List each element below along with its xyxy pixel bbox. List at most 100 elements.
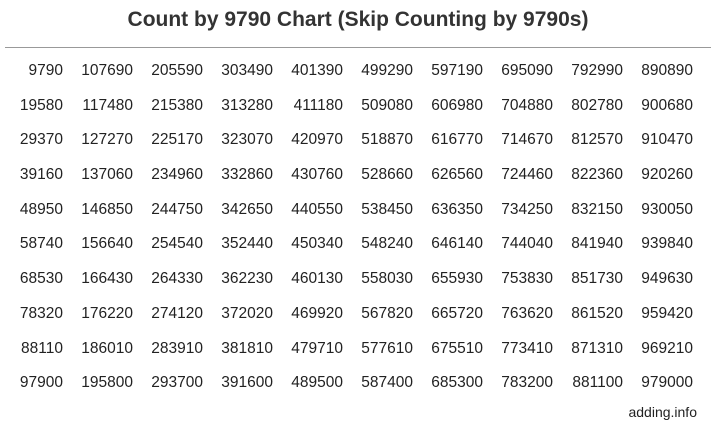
table-cell: 420970: [291, 131, 343, 149]
table-cell: 646140: [431, 235, 483, 253]
table-cell: 352440: [221, 235, 273, 253]
table-cell: 401390: [291, 62, 343, 79]
table-cell: 822360: [571, 166, 623, 184]
table-cell: 812570: [571, 131, 623, 149]
table-cell: 29370: [19, 131, 63, 149]
number-grid: 9790 107690 205590 303490 401390 499290 597190…: [0, 62, 716, 409]
table-row: 58740 156640 254540 352440 450340 548240 64614…: [0, 235, 716, 270]
table-cell: 293700: [151, 374, 203, 392]
table-cell: 499290: [361, 62, 413, 79]
table-cell: 538450: [361, 200, 413, 218]
table-cell: 979000: [641, 374, 693, 392]
table-cell: 479710: [291, 339, 343, 357]
table-cell: 763620: [501, 304, 553, 322]
table-cell: 704880: [501, 96, 553, 114]
table-cell: 841940: [571, 235, 623, 253]
table-cell: 176220: [81, 304, 133, 322]
table-cell: 117480: [82, 96, 133, 114]
table-cell: 597190: [431, 62, 483, 79]
title-divider: [5, 47, 711, 48]
table-cell: 949630: [641, 270, 693, 288]
table-cell: 48950: [19, 200, 63, 218]
table-cell: 675510: [431, 339, 483, 357]
table-cell: 910470: [641, 131, 693, 149]
table-cell: 851730: [571, 270, 623, 288]
table-cell: 283910: [151, 339, 203, 357]
table-cell: 783200: [501, 374, 553, 392]
table-cell: 861520: [571, 304, 623, 322]
table-cell: 969210: [641, 339, 693, 357]
site-credit: adding.info: [628, 404, 697, 420]
table-cell: 234960: [151, 166, 203, 184]
table-cell: 792990: [571, 62, 623, 79]
table-row: 97900 195800 293700 391600 489500 587400 68530…: [0, 374, 716, 409]
table-cell: 166430: [81, 270, 133, 288]
table-cell: 567820: [361, 304, 413, 322]
table-cell: 900680: [641, 96, 693, 114]
table-cell: 920260: [641, 166, 693, 184]
table-cell: 509080: [361, 96, 413, 114]
table-cell: 469920: [291, 304, 343, 322]
table-cell: 332860: [221, 166, 273, 184]
table-cell: 528660: [361, 166, 413, 184]
table-cell: 881100: [572, 374, 623, 392]
table-cell: 665720: [431, 304, 483, 322]
table-cell: 714670: [501, 131, 553, 149]
table-cell: 88110: [21, 339, 63, 357]
table-cell: 303490: [221, 62, 273, 79]
table-cell: 959420: [641, 304, 693, 322]
table-cell: 9790: [28, 62, 63, 79]
table-cell: 548240: [361, 235, 413, 253]
table-cell: 195800: [81, 374, 133, 392]
table-cell: 724460: [501, 166, 553, 184]
table-row: 39160 137060 234960 332860 430760 528660 62656…: [0, 166, 716, 201]
table-cell: 186010: [81, 339, 133, 357]
table-cell: 264330: [151, 270, 203, 288]
table-cell: 225170: [151, 131, 203, 149]
table-cell: 832150: [571, 200, 623, 218]
table-cell: 274120: [151, 304, 203, 322]
table-row: 68530 166430 264330 362230 460130 558030 65593…: [0, 270, 716, 305]
table-cell: 137060: [81, 166, 133, 184]
table-row: 78320 176220 274120 372020 469920 567820 66572…: [0, 305, 716, 340]
table-cell: 636350: [431, 200, 483, 218]
table-cell: 460130: [291, 270, 343, 288]
table-cell: 372020: [221, 304, 273, 322]
table-cell: 753830: [501, 270, 553, 288]
table-cell: 616770: [431, 131, 483, 149]
table-cell: 655930: [431, 270, 483, 288]
table-cell: 411180: [293, 96, 343, 114]
table-cell: 362230: [221, 270, 273, 288]
table-cell: 381810: [221, 339, 273, 357]
table-cell: 430760: [291, 166, 343, 184]
table-row: 88110 186010 283910 381810 479710 577610 67551…: [0, 340, 716, 375]
table-cell: 205590: [151, 62, 203, 79]
table-row: 29370 127270 225170 323070 420970 518870 61677…: [0, 131, 716, 166]
table-cell: 890890: [641, 62, 693, 79]
table-cell: 685300: [431, 374, 483, 392]
table-cell: 78320: [19, 304, 63, 322]
table-cell: 107690: [81, 62, 133, 79]
table-row: 19580 117480 215380 313280 411180 509080 60698…: [0, 97, 716, 132]
table-cell: 97900: [19, 374, 63, 392]
table-cell: 773410: [501, 339, 553, 357]
table-cell: 577610: [361, 339, 413, 357]
table-cell: 802780: [571, 96, 623, 114]
table-cell: 587400: [361, 374, 413, 392]
table-cell: 342650: [221, 200, 273, 218]
table-cell: 489500: [291, 374, 343, 392]
table-cell: 871310: [571, 339, 623, 357]
table-cell: 391600: [221, 374, 273, 392]
table-row: 48950 146850 244750 342650 440550 538450 63635…: [0, 201, 716, 236]
table-cell: 19580: [19, 96, 63, 114]
table-cell: 39160: [19, 166, 63, 184]
table-cell: 58740: [19, 235, 63, 253]
table-cell: 68530: [19, 270, 63, 288]
table-cell: 146850: [81, 200, 133, 218]
table-cell: 734250: [501, 200, 553, 218]
table-cell: 323070: [221, 131, 273, 149]
table-cell: 215380: [151, 96, 203, 114]
page-title: Count by 9790 Chart (Skip Counting by 97…: [127, 8, 589, 31]
table-cell: 744040: [501, 235, 553, 253]
table-cell: 156640: [81, 235, 133, 253]
